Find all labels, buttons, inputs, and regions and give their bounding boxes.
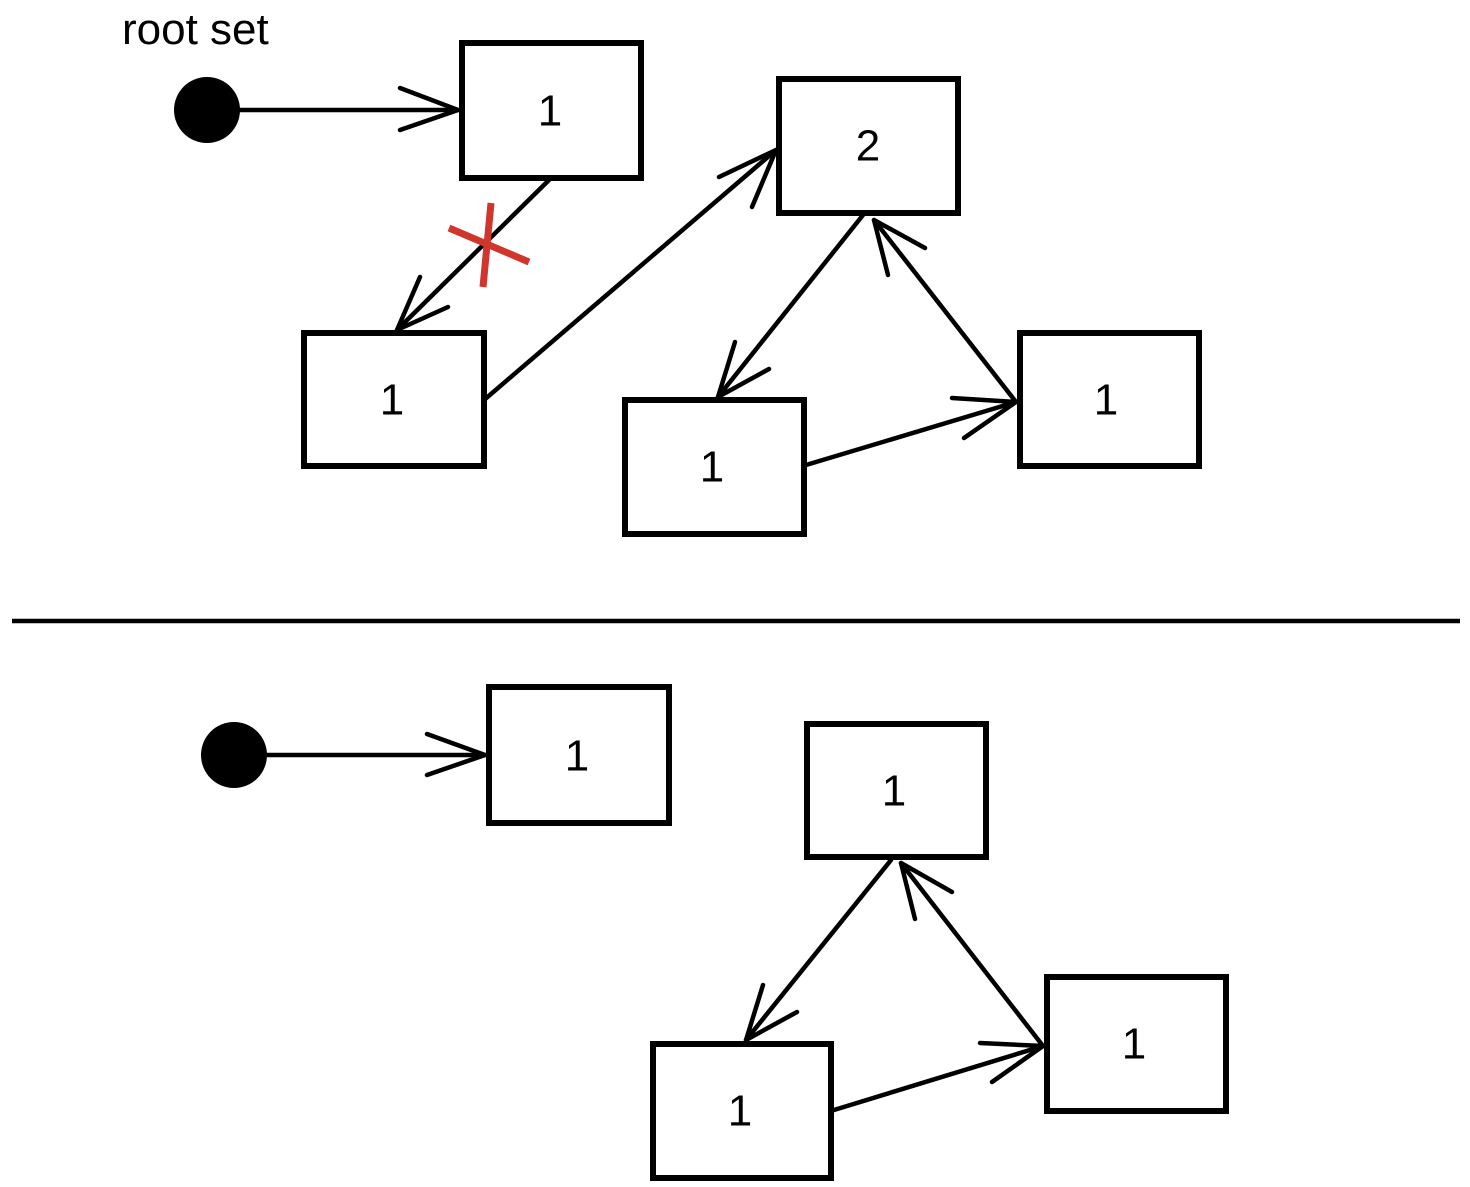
reference-count: 1 bbox=[728, 1087, 752, 1136]
object-node-c: 1 bbox=[804, 721, 989, 860]
object-node-e: 1 bbox=[1017, 330, 1202, 469]
reference-count: 1 bbox=[1122, 1020, 1146, 1069]
edge-e-to-c bbox=[898, 860, 1046, 1049]
edge-root-to-a bbox=[264, 731, 488, 778]
reference-count: 2 bbox=[856, 122, 880, 171]
edge-c-to-d bbox=[743, 857, 894, 1043]
edge-a-to-b-removed bbox=[394, 177, 552, 333]
reference-count: 1 bbox=[1094, 376, 1118, 425]
root-set-label: root set bbox=[122, 5, 269, 54]
reference-count: 1 bbox=[565, 732, 589, 781]
object-node-a: 1 bbox=[486, 684, 672, 826]
object-node-b: 1 bbox=[301, 330, 487, 469]
object-node-d: 1 bbox=[622, 397, 807, 537]
edge-d-to-e bbox=[803, 395, 1019, 468]
after-panel: 1 1 1 1 bbox=[201, 684, 1229, 1181]
edge-c-to-d bbox=[715, 212, 866, 400]
edge-e-to-c bbox=[871, 217, 1019, 405]
object-node-d: 1 bbox=[650, 1041, 834, 1181]
reference-count: 1 bbox=[538, 87, 562, 136]
object-node-c: 2 bbox=[776, 76, 961, 216]
edge-root-to-a bbox=[237, 85, 461, 133]
edge-b-to-c bbox=[481, 147, 779, 403]
edge-d-to-e bbox=[831, 1040, 1046, 1113]
root-node bbox=[174, 77, 240, 143]
reference-count: 1 bbox=[700, 443, 724, 492]
before-panel: root set bbox=[122, 5, 1202, 537]
object-node-e: 1 bbox=[1044, 974, 1229, 1114]
reference-count: 1 bbox=[380, 376, 404, 425]
removed-reference-mark bbox=[447, 202, 531, 288]
object-node-a: 1 bbox=[459, 40, 644, 181]
reference-count: 1 bbox=[882, 767, 906, 816]
root-node bbox=[201, 722, 267, 788]
